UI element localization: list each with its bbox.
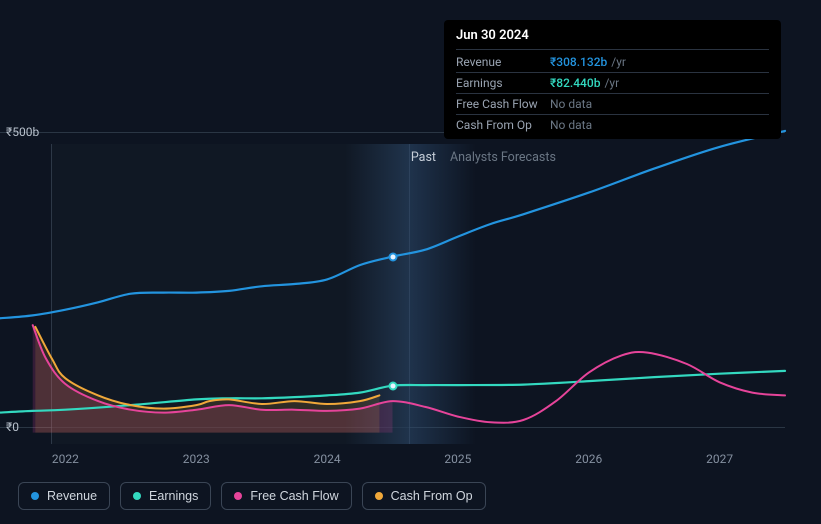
legend-label: Revenue [47, 489, 97, 503]
series-line-revenue [0, 131, 785, 318]
tooltip-row-value: ₹82.440b [550, 76, 600, 90]
chart-plot-area[interactable] [0, 144, 785, 444]
tooltip-row-nodata: No data [550, 118, 592, 132]
y-axis-label: ₹0 [6, 420, 19, 434]
series-marker-earnings [388, 381, 397, 390]
chart-tooltip: Jun 30 2024 Revenue₹308.132b/yrEarnings₹… [444, 20, 781, 139]
tooltip-row: Free Cash FlowNo data [456, 94, 769, 115]
legend-swatch-icon [375, 492, 383, 500]
legend-item-cfo[interactable]: Cash From Op [362, 482, 486, 510]
chart-legend: Revenue Earnings Free Cash Flow Cash From O… [18, 482, 486, 510]
x-axis-tick: 2026 [575, 452, 602, 466]
y-axis-label: ₹500b [6, 125, 39, 139]
tooltip-row-label: Free Cash Flow [456, 97, 550, 111]
x-axis-tick: 2027 [706, 452, 733, 466]
tooltip-row-value: ₹308.132b [550, 55, 607, 69]
x-axis-tick: 2022 [52, 452, 79, 466]
tooltip-title: Jun 30 2024 [456, 28, 769, 50]
chart-container: { "chart": { "type": "line", "background… [0, 0, 821, 524]
x-axis-tick: 2025 [444, 452, 471, 466]
legend-item-fcf[interactable]: Free Cash Flow [221, 482, 351, 510]
tooltip-row-label: Revenue [456, 55, 550, 69]
tooltip-row: Earnings₹82.440b/yr [456, 73, 769, 94]
x-axis-tick: 2023 [183, 452, 210, 466]
tooltip-row: Cash From OpNo data [456, 115, 769, 135]
series-marker-revenue [388, 252, 397, 261]
tooltip-row-suffix: /yr [604, 76, 619, 90]
x-axis-tick: 2024 [314, 452, 341, 466]
legend-swatch-icon [133, 492, 141, 500]
legend-label: Cash From Op [391, 489, 473, 503]
series-fill-cfo [35, 327, 379, 433]
chart-lines-svg [0, 144, 785, 444]
tooltip-row-label: Earnings [456, 76, 550, 90]
tooltip-row-suffix: /yr [611, 55, 626, 69]
legend-item-earnings[interactable]: Earnings [120, 482, 211, 510]
legend-label: Earnings [149, 489, 198, 503]
tooltip-row: Revenue₹308.132b/yr [456, 52, 769, 73]
tooltip-row-nodata: No data [550, 97, 592, 111]
legend-swatch-icon [31, 492, 39, 500]
forecast-label: Analysts Forecasts [450, 150, 556, 165]
legend-item-revenue[interactable]: Revenue [18, 482, 110, 510]
past-label: Past [411, 150, 436, 165]
tooltip-row-label: Cash From Op [456, 118, 550, 132]
legend-swatch-icon [234, 492, 242, 500]
legend-label: Free Cash Flow [250, 489, 338, 503]
